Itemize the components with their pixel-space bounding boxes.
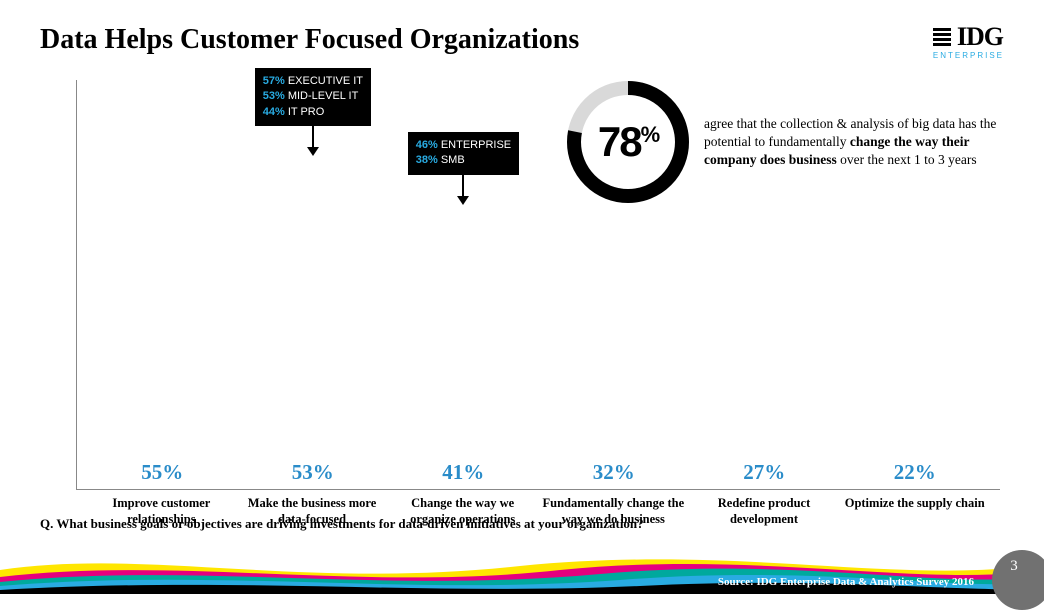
bar-value-label: 55% [141, 460, 183, 485]
logo-bars-icon [933, 28, 951, 46]
source-citation: Source: IDG Enterprise Data & Analytics … [718, 576, 974, 588]
callout-pct: 46% [416, 139, 441, 151]
callout-text: ENTERPRISE [441, 139, 511, 151]
logo-text: IDG [957, 24, 1003, 50]
callout-pct: 57% [263, 75, 288, 87]
bar-value-label: 32% [593, 460, 635, 485]
page-number: 3 [994, 546, 1034, 586]
callout-breakdown-2: 46% ENTERPRISE38% SMB [408, 132, 519, 175]
callout-text: EXECUTIVE IT [288, 75, 363, 87]
callout-breakdown-1: 57% EXECUTIVE IT53% MID-LEVEL IT44% IT P… [255, 68, 371, 126]
big-stat-text: agree that the collection & analysis of … [704, 115, 1004, 170]
bar-value-label: 22% [894, 460, 936, 485]
callout-text: IT PRO [288, 106, 324, 118]
bar-category-label: Optimize the supply chain [839, 496, 990, 527]
callout-pct: 53% [263, 90, 288, 102]
bar-value-label: 53% [292, 460, 334, 485]
bar-value-label: 27% [743, 460, 785, 485]
donut-pct-sign: % [641, 122, 659, 147]
survey-question: Q. What business goals or objectives are… [40, 516, 644, 532]
callout-pct: 38% [416, 154, 441, 166]
callout-arrow-icon [462, 175, 464, 197]
callout-text: SMB [441, 154, 465, 166]
callout-text: MID-LEVEL IT [288, 90, 359, 102]
logo-subtext: ENTERPRISE [933, 52, 1004, 60]
donut-value: 78 [598, 118, 641, 165]
idg-logo: IDG ENTERPRISE [933, 24, 1004, 60]
big-stat: 78% agree that the collection & analysis… [564, 78, 1004, 206]
page-title: Data Helps Customer Focused Organization… [40, 24, 579, 56]
bar-value-label: 41% [442, 460, 484, 485]
callout-pct: 44% [263, 106, 288, 118]
callout-arrow-icon [312, 126, 314, 148]
bar-category-label: Redefine product development [689, 496, 840, 527]
donut-chart: 78% [564, 78, 692, 206]
